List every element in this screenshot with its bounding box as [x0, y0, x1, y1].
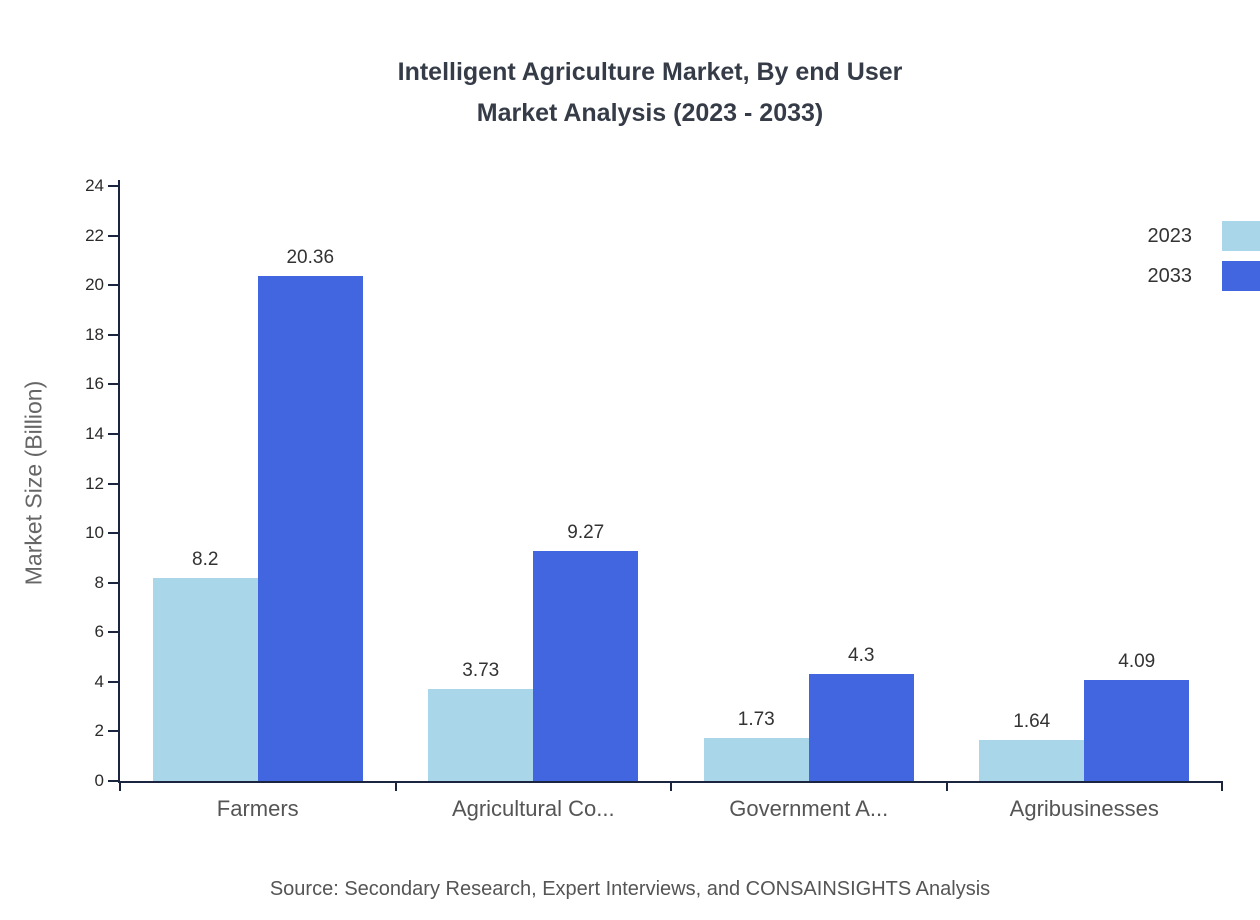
bar-value-label: 9.27: [567, 522, 605, 543]
y-tick-label: 10: [85, 523, 104, 543]
x-tick: [119, 781, 121, 791]
legend: 2023 2033: [1148, 220, 1260, 300]
bar-value-label: 1.64: [1013, 711, 1051, 732]
chart-title: Intelligent Agriculture Market, By end U…: [80, 52, 1220, 134]
y-tick-label: 0: [94, 771, 104, 790]
legend-label-2023: 2023: [1147, 224, 1193, 247]
x-tick: [945, 781, 948, 791]
chart-title-line2: Market Analysis (2023 - 2033): [476, 99, 824, 127]
y-tick: [108, 333, 118, 336]
y-tick: [108, 780, 118, 782]
legend-label-2033: 2033: [1147, 264, 1193, 287]
x-category-label: Agribusinesses: [1009, 796, 1159, 821]
bar-value-label: 3.73: [462, 660, 500, 681]
bar-2033: [1084, 680, 1190, 781]
y-tick-label: 20: [85, 275, 104, 295]
legend-swatch-2033: [1222, 261, 1260, 291]
x-tick: [670, 781, 672, 791]
bar-value-label: 4.3: [848, 645, 875, 666]
bar-value-label: 1.73: [737, 709, 775, 730]
y-tick: [108, 581, 118, 584]
source-note: Source: Secondary Research, Expert Inter…: [269, 878, 991, 900]
bar-2023: [979, 740, 1085, 781]
y-tick: [108, 680, 118, 683]
y-tick-label: 24: [85, 176, 104, 195]
bar-2033: [808, 674, 914, 781]
bar-value-label: 4.09: [1118, 651, 1156, 672]
x-category-label: Farmers: [216, 796, 299, 821]
bar-value-label: 8.2: [192, 549, 219, 570]
bar-2023: [428, 689, 534, 781]
legend-item-2023: 2023: [1148, 220, 1260, 252]
y-tick-label: 16: [85, 374, 104, 394]
y-tick: [108, 185, 118, 187]
bar-2023: [703, 738, 809, 781]
y-axis-line: [118, 180, 120, 783]
bar-2023: [152, 578, 258, 781]
y-tick: [108, 383, 118, 386]
y-tick: [108, 234, 118, 237]
bar-2033: [533, 551, 639, 781]
y-tick: [108, 532, 118, 535]
y-tick-label: 2: [94, 721, 104, 741]
bar-value-label: 20.36: [286, 247, 335, 268]
y-tick-label: 6: [94, 622, 104, 642]
y-tick-label: 4: [94, 671, 104, 691]
x-tick: [1221, 781, 1223, 791]
chart-title-line1: Intelligent Agriculture Market, By end U…: [397, 58, 903, 86]
y-tick-label: 14: [85, 423, 104, 443]
y-tick: [108, 284, 118, 287]
y-tick-label: 22: [85, 225, 104, 245]
legend-item-2033: 2033: [1148, 260, 1260, 292]
y-tick: [108, 730, 118, 733]
x-category-label: Government A...: [729, 796, 889, 821]
y-tick: [108, 631, 118, 634]
bar-2033: [257, 276, 363, 781]
y-tick: [108, 432, 118, 435]
y-tick-label: 18: [85, 324, 104, 344]
x-tick: [394, 781, 397, 791]
y-tick-label: 12: [85, 473, 104, 493]
x-category-label: Agricultural Co...: [451, 796, 615, 821]
y-tick: [108, 482, 118, 485]
y-tick-label: 8: [94, 572, 104, 592]
legend-swatch-2023: [1222, 221, 1260, 251]
